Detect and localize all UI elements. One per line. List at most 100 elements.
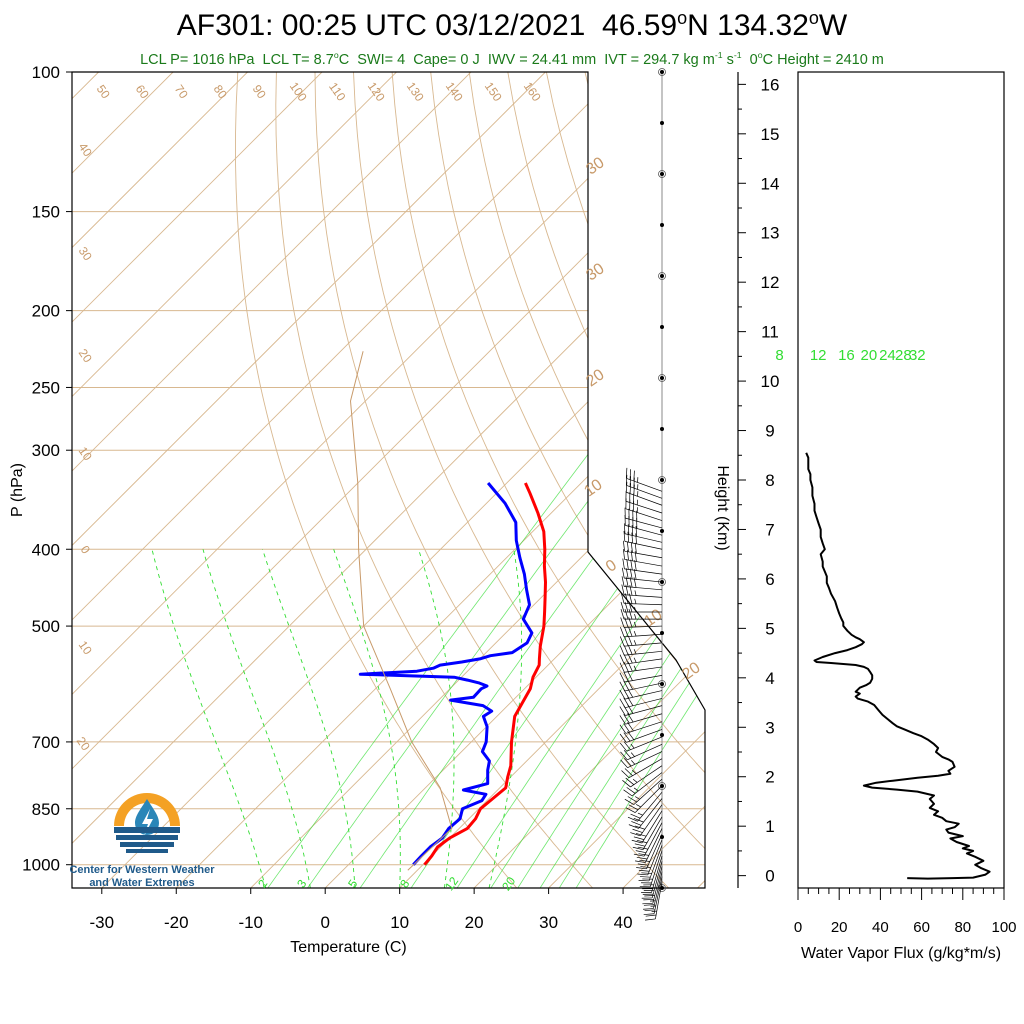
- wind-barb-flag: [628, 617, 633, 628]
- wind-barb-flag: [619, 672, 625, 683]
- wind-barb-flag: [636, 840, 648, 844]
- wind-barb: [626, 491, 663, 506]
- wind-barb: [625, 713, 663, 725]
- wind-barb: [653, 871, 663, 909]
- wind-barb-flag: [621, 770, 630, 778]
- height-tick-label: 5: [765, 619, 774, 638]
- wind-barb-flag: [620, 601, 625, 613]
- swi: SWI= 4: [357, 51, 406, 68]
- wind-barb-flag: [630, 559, 633, 571]
- wind-barb-flag: [623, 671, 629, 682]
- dry-adiabat-label: 60: [133, 82, 152, 101]
- wind-barb: [627, 744, 663, 761]
- moist-adiabat-line: [418, 549, 455, 888]
- wind-barb-flag: [630, 832, 641, 837]
- isotherm-label: 30: [583, 154, 607, 178]
- wind-barb: [652, 866, 663, 904]
- height-marker-dot: [660, 223, 664, 227]
- wind-barb: [624, 666, 663, 673]
- wind-barb-flag: [619, 715, 626, 725]
- height-tick-label: 14: [761, 174, 780, 193]
- wind-barb-flag: [633, 470, 635, 482]
- wind-barb-flag: [634, 551, 637, 562]
- mixing-ratio-label: 24: [879, 347, 896, 364]
- wind-barb-flag: [620, 627, 625, 638]
- wind-barb: [653, 876, 663, 914]
- y-tick-label: 700: [32, 733, 60, 752]
- wind-barb: [624, 541, 663, 550]
- y-tick-label: 200: [32, 302, 60, 321]
- dry-adiabat-line: [275, 72, 594, 888]
- wind-barb: [651, 861, 663, 899]
- wind-barb-flag: [623, 705, 630, 715]
- wind-barb-flag: [625, 474, 628, 486]
- wind-barb-flag: [622, 780, 631, 788]
- height-marker-dot: [660, 325, 664, 329]
- wind-barb: [655, 881, 663, 919]
- wind-barb: [625, 517, 663, 529]
- height-marker-dot: [660, 121, 664, 125]
- freezing-height: 0oC Height = 2410 m: [749, 50, 884, 68]
- wind-barb-flag: [637, 873, 648, 876]
- wind-barb-flag: [633, 569, 637, 580]
- wind-barb-flag: [623, 549, 625, 560]
- moist-adiabat-label: 20: [499, 874, 518, 893]
- wind-barb-flag: [624, 626, 629, 637]
- wind-barb-flag: [630, 542, 633, 553]
- wind-barb: [643, 822, 663, 857]
- wind-barb: [624, 642, 663, 647]
- flux-x-tick-label: 0: [794, 919, 802, 936]
- wind-barb-flag: [627, 704, 634, 714]
- wind-barb-flag: [627, 679, 633, 690]
- wind-barb-flag: [633, 577, 637, 588]
- flux-x-tick-label: 20: [831, 919, 848, 936]
- wind-barb-flag: [629, 469, 632, 480]
- isotherm-line: [548, 72, 705, 888]
- wind-barb: [626, 485, 663, 499]
- height-tick-label: 2: [765, 768, 774, 787]
- dry-adiabat-line: [468, 72, 705, 888]
- wind-barb-flag: [622, 558, 625, 569]
- x-axis-label: Temperature (C): [290, 939, 406, 956]
- wind-barb-half: [637, 812, 643, 816]
- wind-barb: [638, 798, 663, 829]
- mixing-ratio-line: [490, 358, 705, 888]
- isotherm-line: [324, 72, 705, 888]
- height-marker-dot: [660, 733, 664, 737]
- logo-sun-arc: [114, 793, 180, 826]
- wind-barb-flag: [619, 645, 625, 656]
- moist-adiabat-line: [202, 549, 311, 888]
- wind-barb-flag: [623, 530, 626, 542]
- wind-barb: [647, 839, 663, 876]
- height-marker-dot: [660, 274, 664, 278]
- wind-barb-flag: [626, 559, 629, 570]
- height-marker-dot: [660, 376, 664, 380]
- wind-barb-flag: [619, 662, 625, 673]
- height-marker-ring: [658, 68, 666, 76]
- wind-barb-flag: [624, 609, 629, 620]
- dry-adiabat-label: 110: [326, 80, 349, 104]
- height-marker-dot: [660, 478, 664, 482]
- isotherm-line: [473, 72, 705, 888]
- wind-barb: [625, 721, 663, 734]
- wind-barb-flag: [624, 798, 634, 805]
- height-tick-label: 9: [765, 422, 774, 441]
- mixing-ratio-label: 8: [775, 347, 783, 364]
- dry-adiabat-label: 70: [172, 82, 191, 101]
- height-marker-ring: [658, 782, 666, 790]
- wind-barb-half: [633, 657, 637, 663]
- wind-barb-flag: [626, 549, 629, 561]
- wind-barb: [625, 500, 663, 514]
- wind-barb: [624, 658, 663, 665]
- dry-adiabat-label: 140: [443, 79, 466, 104]
- isotherm-line: [72, 72, 705, 888]
- wind-barb-flag: [641, 872, 652, 874]
- wind-barb-flag: [627, 688, 634, 698]
- wind-barb: [634, 785, 663, 813]
- y-tick-label: 1000: [22, 856, 60, 875]
- wind-barb-flag: [635, 833, 647, 837]
- wind-barb-flag: [638, 869, 650, 872]
- wind-barb-flag: [636, 867, 647, 870]
- x-tick-label: 0: [320, 913, 329, 932]
